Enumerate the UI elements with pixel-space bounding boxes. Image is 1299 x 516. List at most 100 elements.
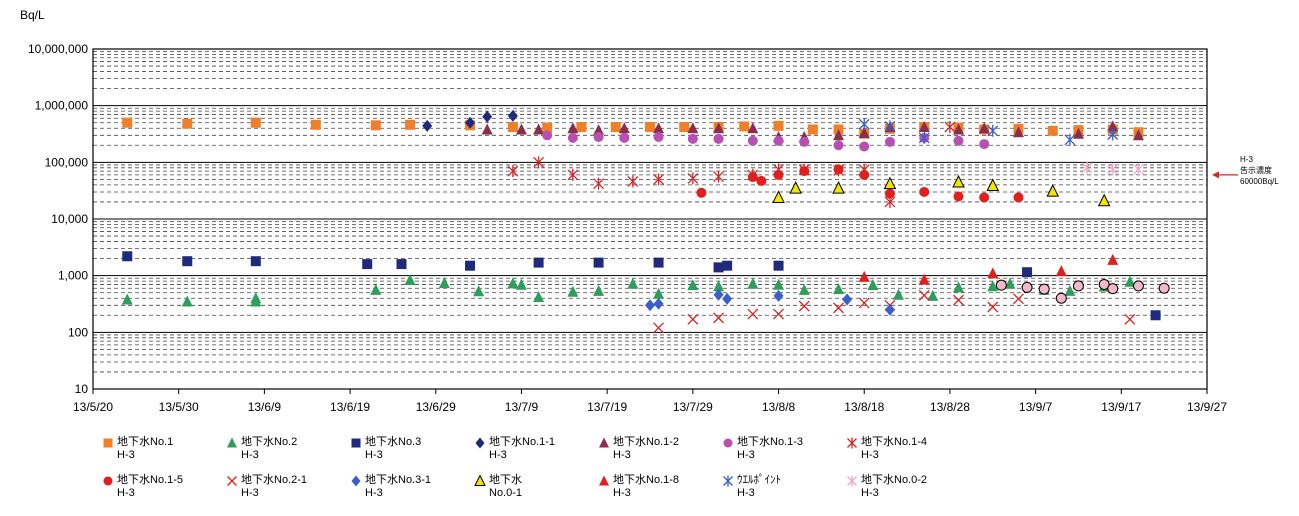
data-point (250, 256, 261, 267)
data-point (1098, 278, 1110, 290)
x-tick-label: 13/9/7 (1019, 400, 1053, 414)
data-point (533, 156, 545, 169)
data-point (918, 131, 930, 144)
y-tick-labels: 10 100 1,000 10,000 100,000 1,000,000 10,000,0… (28, 42, 88, 396)
data-point (773, 169, 784, 180)
data-point (473, 285, 485, 297)
reference-label: H-3 (1240, 155, 1253, 164)
data-point (832, 181, 845, 194)
data-point (919, 186, 930, 197)
legend-item: 地下水No.1 H-3 (102, 436, 226, 468)
data-point (978, 122, 990, 134)
data-point (858, 297, 870, 309)
data-point (362, 259, 373, 270)
legend-name: 地下水No.0-2 (861, 474, 928, 486)
data-point (1107, 163, 1119, 176)
data-point (687, 172, 699, 185)
data-point (798, 283, 810, 295)
data-point (533, 123, 545, 135)
y-tick-label: 1,000,000 (35, 99, 89, 113)
legend-marker-shape (474, 475, 486, 486)
data-point (979, 139, 990, 150)
x-tick-label: 13/5/30 (159, 400, 199, 414)
data-point (576, 122, 587, 133)
axes (92, 48, 1208, 390)
data-point (679, 122, 690, 133)
legend-sub: H-3 (365, 449, 383, 461)
legend-sub: H-3 (613, 449, 631, 461)
data-point (918, 121, 930, 133)
legend-item: 地下水No.3-1 H-3 (350, 474, 474, 506)
x-tick-label: 13/8/8 (762, 400, 796, 414)
legend-marker (351, 475, 361, 487)
data-point (1055, 265, 1067, 277)
legend-sub: H-3 (117, 487, 135, 499)
data-point (739, 121, 750, 132)
data-point (405, 119, 416, 130)
legend-name: 地下水 (489, 474, 522, 486)
data-point (713, 288, 724, 301)
legend-marker-shape (103, 476, 113, 486)
data-point (1158, 282, 1170, 294)
legend-marker (599, 475, 609, 486)
data-point (567, 285, 579, 297)
legend-item: 地下水No.2-1 H-3 (226, 474, 350, 506)
plot-frame (92, 48, 1208, 390)
data-point (627, 277, 639, 289)
x-tick-label: 13/7/19 (587, 400, 627, 414)
data-point (713, 280, 725, 292)
legend-sub: H-3 (241, 449, 259, 461)
legend-name: 地下水No.2-1 (241, 474, 308, 486)
series-12 (858, 253, 1119, 285)
legend-marker-shape (847, 475, 857, 487)
legend-marker-shape (723, 475, 733, 487)
data-point (799, 136, 810, 147)
data-point (687, 122, 699, 134)
data-point (533, 291, 545, 303)
series-11 (772, 174, 1111, 207)
legend-item: 地下水No.1-8 H-3 (598, 474, 722, 506)
legend-item: 地下水No.1-4 H-3 (846, 436, 970, 468)
legend-item: 地下水No.3 H-3 (350, 436, 474, 468)
data-point (859, 169, 870, 180)
data-point (507, 165, 519, 178)
legend-marker-shape (227, 437, 237, 448)
series-10 (645, 288, 895, 316)
data-point (122, 251, 133, 262)
legend-item: 地下水No.1-2 H-3 (598, 436, 722, 468)
x-tick-label: 13/6/19 (330, 400, 370, 414)
x-tick-label: 13/8/18 (844, 400, 884, 414)
data-point (687, 313, 699, 325)
data-point (1012, 126, 1024, 138)
legend-marker (599, 437, 609, 448)
legend-sub: No.0-1 (489, 487, 523, 499)
legend-name: 地下水No.1 (117, 436, 174, 448)
data-point (645, 122, 655, 133)
data-point (1055, 292, 1067, 304)
data-point (1132, 129, 1144, 141)
x-tick-label: 13/5/20 (73, 400, 113, 414)
data-point (713, 122, 725, 134)
x-tick-label: 13/9/27 (1187, 400, 1227, 414)
legend-name: 地下水No.1-2 (613, 436, 680, 448)
legend-marker (474, 475, 486, 486)
data-point (507, 277, 519, 289)
legend-marker (723, 438, 733, 448)
series-15 (995, 278, 1170, 304)
data-point (1047, 125, 1058, 136)
legend-sub: H-3 (117, 449, 135, 461)
legend-item: 地下水No.1-3 H-3 (722, 436, 846, 468)
data-point (953, 191, 964, 202)
data-point (987, 301, 999, 313)
data-point (713, 170, 725, 183)
data-point (995, 279, 1007, 291)
data-point (987, 280, 999, 292)
y-axis-label: Bq/L (20, 8, 45, 22)
legend-name: 地下水No.2 (241, 436, 298, 448)
data-point (422, 119, 433, 132)
data-point (756, 175, 767, 186)
data-point (482, 110, 493, 123)
data-point (858, 270, 870, 282)
data-point (481, 123, 493, 135)
data-point (438, 277, 450, 289)
